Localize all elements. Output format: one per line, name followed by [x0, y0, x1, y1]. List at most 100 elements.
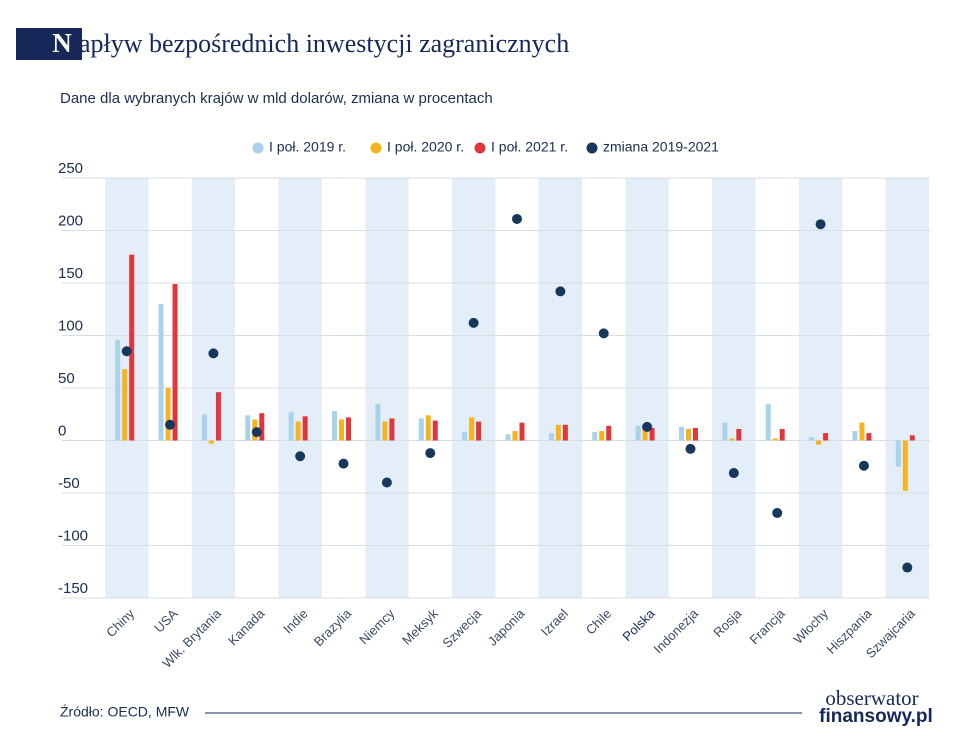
dot: [815, 219, 826, 230]
bar: [115, 339, 121, 441]
bar: [201, 414, 207, 441]
bar: [332, 411, 338, 441]
y-tick-label: 100: [58, 317, 83, 334]
bar: [158, 304, 164, 441]
x-tick-label: Włochy: [790, 606, 831, 647]
bar: [375, 403, 381, 441]
dot: [598, 328, 609, 339]
bar: [389, 418, 395, 441]
bar: [809, 437, 815, 441]
logo-line2: finansowy.pl: [819, 706, 933, 727]
bar: [592, 432, 598, 441]
bar: [245, 415, 251, 441]
bar: [685, 428, 691, 441]
bar: [425, 415, 431, 441]
x-tick-label: Izrael: [538, 606, 571, 639]
bar: [129, 254, 135, 441]
title-box: [16, 28, 82, 60]
bar: [909, 435, 915, 441]
y-tick-label: 250: [58, 160, 83, 177]
y-tick-label: 150: [58, 265, 83, 282]
bar: [722, 422, 728, 441]
y-tick-label: -150: [58, 580, 88, 597]
bar: [866, 433, 872, 441]
bar: [215, 392, 221, 441]
y-tick-label: -50: [58, 475, 80, 492]
bar: [859, 422, 865, 441]
bar: [642, 428, 648, 441]
bar: [469, 417, 475, 441]
chart-title: apływ bezpośrednich inwestycji zagranicz…: [79, 29, 569, 58]
bar: [599, 431, 605, 441]
x-tick-label: Kanada: [225, 605, 268, 648]
dot: [468, 317, 479, 328]
source: Źródło: OECD, MFW: [60, 704, 190, 720]
x-tick-label: USA: [151, 606, 181, 636]
legend-marker: [474, 142, 486, 154]
bar: [729, 438, 735, 441]
y-tick-label: 200: [58, 212, 83, 229]
bar: [692, 427, 698, 441]
dot: [685, 443, 696, 454]
dot: [208, 348, 219, 359]
x-tick-label: Japonia: [485, 605, 528, 648]
bar: [165, 388, 171, 441]
bar: [339, 419, 345, 441]
legend-marker: [252, 142, 264, 154]
dot: [295, 451, 306, 462]
x-tick-label: Francja: [746, 605, 788, 647]
bar: [852, 431, 858, 441]
bar: [902, 440, 908, 491]
bar: [736, 428, 742, 441]
legend-marker: [586, 142, 598, 154]
dot: [512, 213, 522, 224]
bar: [462, 432, 468, 441]
bar: [555, 424, 561, 441]
dot: [858, 460, 869, 471]
bar: [346, 417, 352, 441]
legend-marker: [370, 142, 382, 154]
bar: [519, 422, 525, 441]
bar: [512, 431, 518, 441]
bar: [562, 424, 568, 441]
dot: [338, 458, 349, 469]
bar: [678, 426, 684, 441]
bar: [432, 420, 438, 441]
x-tick-label: Szwecja: [439, 605, 484, 650]
x-tick-label: Meksyk: [399, 606, 441, 648]
x-tick-label: Indie: [280, 606, 311, 637]
x-tick-label: Brazylia: [311, 605, 355, 649]
y-tick-label: -100: [58, 527, 88, 544]
x-tick-label: Chiny: [103, 606, 137, 640]
bar: [823, 433, 829, 441]
x-tick-label: Chile: [583, 606, 615, 638]
bar: [288, 412, 294, 441]
dot: [902, 562, 913, 573]
bar: [649, 427, 655, 441]
x-tick-label: Rosja: [710, 605, 745, 640]
bar: [505, 434, 511, 441]
logo-line1: obserwator: [825, 686, 918, 710]
dot: [642, 421, 653, 432]
legend-label: I poł. 2020 r.: [387, 139, 464, 155]
bar: [895, 440, 901, 467]
x-tick-label: Polska: [619, 605, 658, 644]
bar: [418, 418, 424, 441]
bar: [295, 421, 301, 441]
bar: [548, 433, 554, 441]
bar: [122, 369, 128, 441]
bar: [779, 428, 785, 441]
bar: [635, 425, 641, 441]
bar: [606, 425, 612, 441]
title-initial: N: [52, 28, 72, 58]
y-tick-label: 0: [58, 422, 66, 439]
dot: [165, 419, 176, 430]
dot: [728, 468, 739, 479]
bar: [259, 413, 265, 441]
dot: [425, 448, 436, 459]
subtitle: Dane dla wybranych krajów w mld dolarów,…: [60, 90, 493, 107]
bar: [816, 440, 822, 445]
legend-label: I poł. 2021 r.: [491, 139, 568, 155]
